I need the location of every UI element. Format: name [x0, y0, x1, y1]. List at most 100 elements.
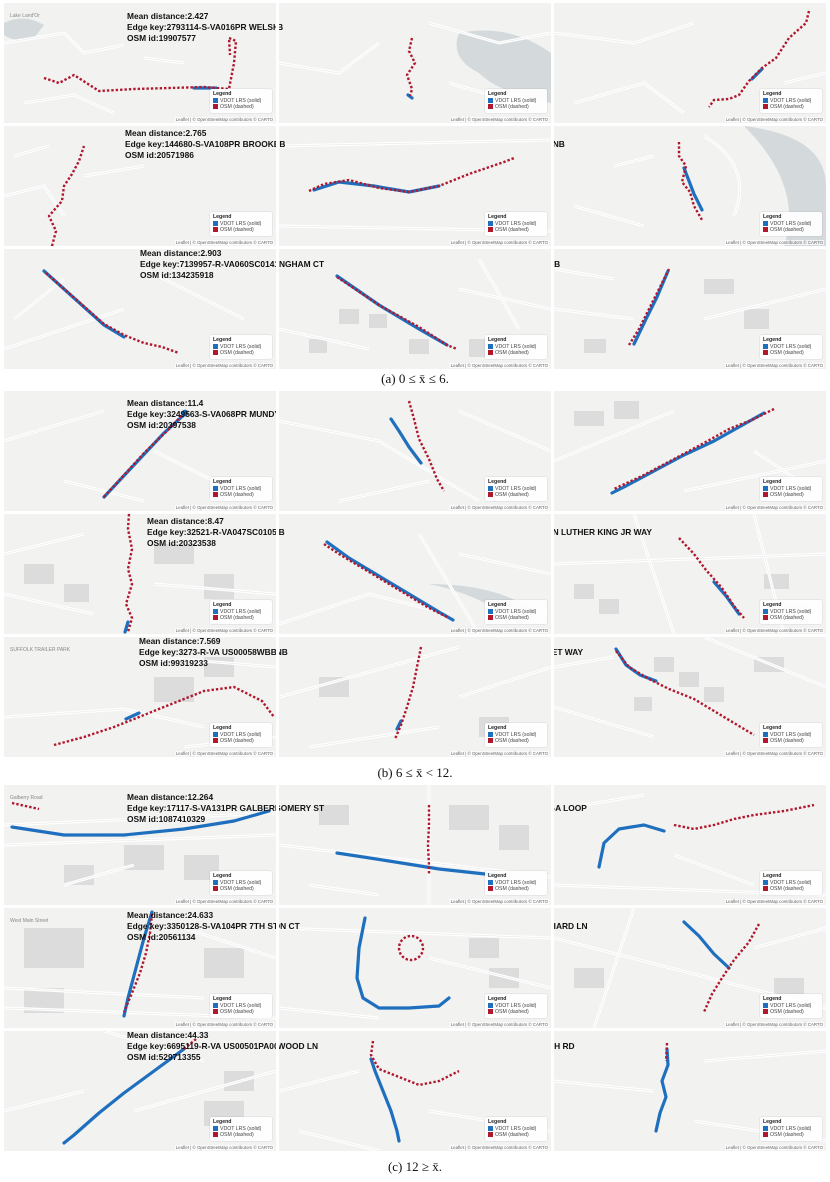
legend-item-osm: OSM (dashed) — [213, 350, 269, 357]
edge-key: Edge key:32521-R-VA047SC01057NB — [147, 527, 276, 537]
map-attribution[interactable]: Leaflet | © OpenStreetMap contributors ©… — [174, 1145, 274, 1150]
map-attribution[interactable]: Leaflet | © OpenStreetMap contributors ©… — [724, 899, 824, 904]
map-attribution[interactable]: Leaflet | © OpenStreetMap contributors ©… — [449, 505, 549, 510]
map-legend: Legend VDOT LRS (solid) OSM (dashed) — [210, 335, 272, 359]
edge-key: Edge key:198019-R-VA033SC00945NB — [279, 22, 284, 32]
map-attribution[interactable]: Leaflet | © OpenStreetMap contributors ©… — [449, 363, 549, 368]
edge-key: Edge key:333353-R-VA029SC00602NB — [554, 259, 561, 269]
edge-key: Edge key:3350128-S-VA104PR 7TH ST NW — [127, 921, 276, 931]
map-attribution[interactable]: Leaflet | © OpenStreetMap contributors ©… — [724, 363, 824, 368]
map-canvas[interactable] — [4, 908, 276, 1028]
map-tile[interactable]: Mean distance:44.33 Edge key:6695119-R-VA… — [4, 1031, 276, 1151]
legend-swatch — [763, 1009, 768, 1015]
map-canvas[interactable] — [4, 785, 276, 905]
map-tile[interactable]: Mean distance:2.107Edge key:6018330-R-VA… — [554, 126, 826, 246]
map-attribution[interactable]: Leaflet | © OpenStreetMap contributors ©… — [449, 751, 549, 756]
map-tile[interactable]: Mean distance:2.417Edge key:4394586-R-VA… — [554, 3, 826, 123]
osm-track — [45, 272, 180, 355]
legend-swatch — [488, 1125, 493, 1131]
map-tile[interactable]: Mean distance:2.306Edge key:80075-S-VA13… — [279, 249, 551, 369]
legend-swatch — [763, 886, 768, 892]
map-tile[interactable]: Mean distance:8.47 Edge key:32521-R-VA047… — [4, 514, 276, 634]
map-attribution[interactable]: Leaflet | © OpenStreetMap contributors ©… — [724, 240, 824, 245]
legend-item-osm: OSM (dashed) — [213, 227, 269, 234]
legend-label: OSM (dashed) — [770, 492, 804, 499]
map-attribution[interactable]: Leaflet | © OpenStreetMap contributors ©… — [724, 1022, 824, 1027]
map-legend: Legend VDOT LRS (solid) OSM (dashed) — [210, 212, 272, 236]
vdot-lrs-track — [335, 274, 449, 347]
map-attribution[interactable]: Leaflet | © OpenStreetMap contributors ©… — [449, 240, 549, 245]
map-legend: Legend VDOT LRS (solid) OSM (dashed) — [485, 335, 547, 359]
legend-item-vdot: VDOT LRS (solid) — [763, 485, 819, 493]
legend-swatch — [213, 1009, 218, 1015]
map-tile[interactable]: Mean distance:2.938Edge key:198019-R-VA0… — [279, 3, 551, 123]
map-tile[interactable]: Mean distance:7.149Edge key:4279644-R-VA… — [279, 514, 551, 634]
map-canvas[interactable] — [4, 514, 276, 634]
map-canvas[interactable] — [4, 249, 276, 369]
vdot-lrs-track — [654, 1047, 670, 1133]
map-tile[interactable]: Mean distance:7.025Edge key:4760530-S-VA… — [554, 637, 826, 757]
osm-id: OSM id:19907577 — [127, 33, 196, 43]
map-canvas[interactable] — [554, 249, 826, 369]
map-attribution[interactable]: Leaflet | © OpenStreetMap contributors ©… — [724, 628, 824, 633]
legend-item-osm: OSM (dashed) — [213, 615, 269, 622]
edge-key: Edge key:7139957-R-VA060SC01417EB — [140, 259, 276, 269]
building — [24, 564, 54, 584]
map-attribution[interactable]: Leaflet | © OpenStreetMap contributors ©… — [174, 628, 274, 633]
mean-distance: Mean distance:8.47 — [147, 516, 224, 526]
map-tile[interactable]: Mean distance:20.225Edge key:38162541-S-… — [554, 785, 826, 905]
legend-label: VDOT LRS (solid) — [220, 608, 262, 615]
legend-label: OSM (dashed) — [770, 350, 804, 357]
mean-distance: Mean distance:7.149 — [279, 516, 285, 527]
map-tile[interactable]: Mean distance:11.4 Edge key:3249563-S-VA0… — [4, 391, 276, 511]
map-attribution[interactable]: Leaflet | © OpenStreetMap contributors ©… — [449, 1022, 549, 1027]
map-tile[interactable]: Mean distance:7.113Edge key:4151520-R-VA… — [279, 637, 551, 757]
vdot-lrs-track — [682, 166, 704, 212]
map-tile[interactable]: Mean distance:24.633 Edge key:3350128-S-V… — [4, 908, 276, 1028]
legend-swatch — [763, 227, 768, 233]
map-attribution[interactable]: Leaflet | © OpenStreetMap contributors ©… — [174, 899, 274, 904]
legend-item-vdot: VDOT LRS (solid) — [763, 1125, 819, 1133]
legend-label: OSM (dashed) — [770, 104, 804, 111]
map-tile[interactable]: Mean distance:2.903 Edge key:7139957-R-VA… — [4, 249, 276, 369]
map-tile[interactable]: Mean distance:13.052Edge key:308717-S-VA… — [279, 785, 551, 905]
map-attribution[interactable]: Leaflet | © OpenStreetMap contributors ©… — [174, 1022, 274, 1027]
map-attribution[interactable]: Leaflet | © OpenStreetMap contributors ©… — [724, 1145, 824, 1150]
map-tile[interactable]: Mean distance:25.092Edge key:39106-S-VA1… — [279, 908, 551, 1028]
edge-key: Edge key:2783878-S-VA093PR LEACH RD — [554, 1041, 575, 1051]
map-tile[interactable]: Mean distance:2.427 Edge key:2793114-S-VA… — [4, 3, 276, 123]
legend-title: Legend — [763, 996, 782, 1003]
map-tile[interactable]: Mean distance:7.569 Edge key:3273-R-VA US… — [4, 637, 276, 757]
map-tile[interactable]: Mean distance:8.735Edge key:147306-S-VA1… — [554, 514, 826, 634]
map-tile[interactable]: Mean distance:13.931Edge key:2783878-S-V… — [554, 1031, 826, 1151]
map-attribution[interactable]: Leaflet | © OpenStreetMap contributors ©… — [449, 899, 549, 904]
map-tile[interactable]: Mean distance:8.694Edge key:5924-R-VA SR… — [554, 391, 826, 511]
map-attribution[interactable]: Leaflet | © OpenStreetMap contributors ©… — [174, 505, 274, 510]
map-attribution[interactable]: Leaflet | © OpenStreetMap contributors ©… — [449, 628, 549, 633]
tile-info: Mean distance:2.427 Edge key:2793114-S-VA… — [127, 11, 276, 44]
map-tile[interactable]: Mean distance:21.744Edge key:3926568-S-V… — [279, 1031, 551, 1151]
legend-label: VDOT LRS (solid) — [220, 879, 262, 886]
map-tile[interactable]: Mean distance:2.765 Edge key:144680-S-VA1… — [4, 126, 276, 246]
legend-title: Legend — [213, 479, 232, 486]
map-attribution[interactable]: Leaflet | © OpenStreetMap contributors ©… — [724, 751, 824, 756]
map-attribution[interactable]: Leaflet | © OpenStreetMap contributors ©… — [724, 505, 824, 510]
map-attribution[interactable]: Leaflet | © OpenStreetMap contributors ©… — [174, 751, 274, 756]
map-attribution[interactable]: Leaflet | © OpenStreetMap contributors ©… — [449, 1145, 549, 1150]
building — [339, 309, 359, 324]
map-attribution[interactable]: Leaflet | © OpenStreetMap contributors ©… — [174, 363, 274, 368]
legend-swatch — [213, 227, 218, 233]
map-canvas[interactable] — [279, 249, 551, 369]
map-attribution[interactable]: Leaflet | © OpenStreetMap contributors ©… — [174, 117, 274, 122]
legend-item-vdot: VDOT LRS (solid) — [763, 97, 819, 105]
map-tile[interactable]: Mean distance:12.264 Edge key:17117-S-VA1… — [4, 785, 276, 905]
map-attribution[interactable]: Leaflet | © OpenStreetMap contributors ©… — [449, 117, 549, 122]
map-attribution[interactable]: Leaflet | © OpenStreetMap contributors ©… — [174, 240, 274, 245]
legend-swatch — [488, 1002, 493, 1008]
place-label: Lake Land'Or — [10, 13, 40, 19]
map-attribution[interactable]: Leaflet | © OpenStreetMap contributors ©… — [724, 117, 824, 122]
